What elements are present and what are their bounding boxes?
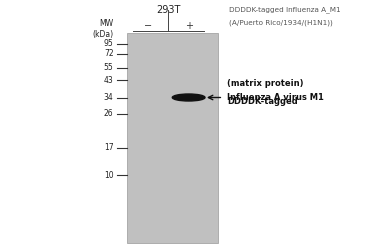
Text: +: + xyxy=(185,21,192,31)
Text: 26: 26 xyxy=(104,109,114,118)
Text: 43: 43 xyxy=(104,76,114,84)
Bar xyxy=(127,32,218,242)
Text: DDDDK-tagged: DDDDK-tagged xyxy=(227,97,298,106)
Text: (matrix protein): (matrix protein) xyxy=(227,79,304,88)
Text: −: − xyxy=(144,21,152,31)
Text: 17: 17 xyxy=(104,143,114,152)
Text: 10: 10 xyxy=(104,170,114,179)
Text: DDDDK-tagged Influenza A_M1: DDDDK-tagged Influenza A_M1 xyxy=(229,6,341,13)
Text: 55: 55 xyxy=(104,63,114,72)
Text: 34: 34 xyxy=(104,93,114,102)
Text: Influenza A virus M1: Influenza A virus M1 xyxy=(227,93,324,102)
Text: 95: 95 xyxy=(104,39,114,48)
Text: (kDa): (kDa) xyxy=(92,30,114,40)
Text: (A/Puerto Rico/1934/(H1N1)): (A/Puerto Rico/1934/(H1N1)) xyxy=(229,20,333,26)
Text: 293T: 293T xyxy=(156,5,181,15)
Text: 72: 72 xyxy=(104,49,114,58)
Text: MW: MW xyxy=(99,19,114,28)
Ellipse shape xyxy=(172,94,205,101)
